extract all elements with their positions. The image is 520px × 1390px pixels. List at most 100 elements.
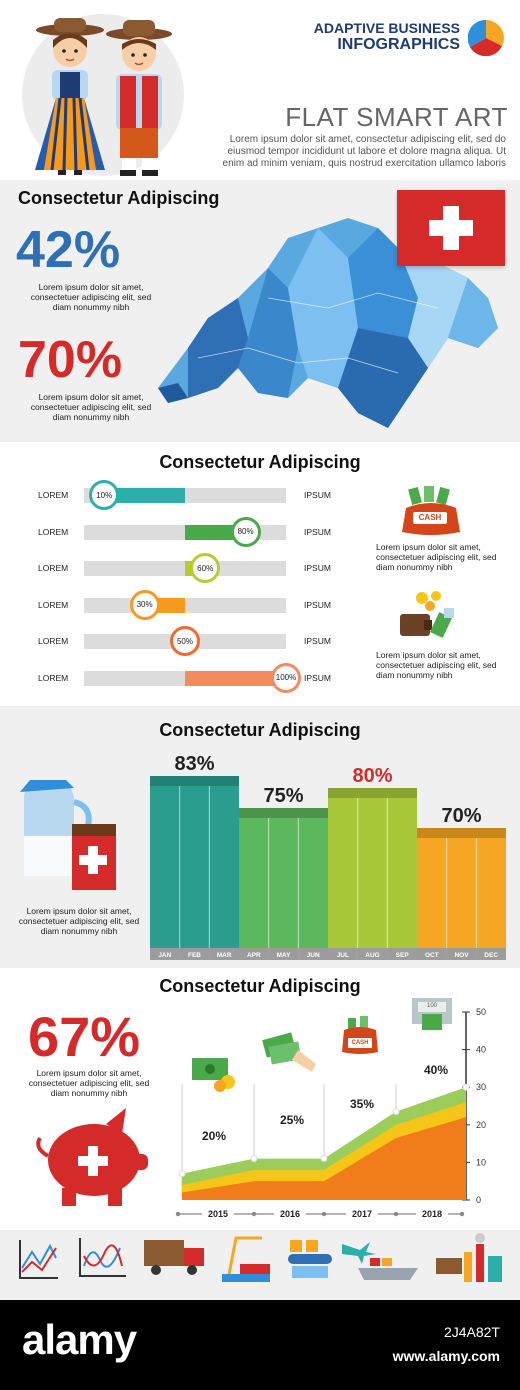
header-section: ADAPTIVE BUSINESS INFOGRAPHICS FLAT SMAR…: [0, 0, 520, 180]
header-title: FLAT SMART ART: [285, 102, 508, 132]
y-tick-label: 0: [476, 1195, 481, 1205]
month-label: FEB: [188, 952, 201, 959]
progress-right-label: IPSUM: [304, 526, 331, 537]
progress-track: 60%: [84, 553, 286, 583]
girl-figure-icon: [35, 18, 105, 175]
progress-left-label: LOREM: [38, 490, 69, 500]
bar-cap: [328, 788, 417, 798]
wave-chart-icon: [79, 1238, 126, 1277]
progress-value-bubble: 100%: [271, 662, 301, 693]
conveyor-icon: [288, 1240, 332, 1278]
x-axis-dot: [251, 1211, 257, 1217]
bar-group: [328, 788, 417, 948]
progress-right-label: IPSUM: [304, 599, 331, 610]
stat-67: 67%: [28, 1005, 141, 1068]
bar-value-label: 80%: [352, 765, 392, 787]
month-cell: [328, 948, 358, 960]
progress-note-2: Lorem ipsum dolor sit amet, consectetuer…: [376, 650, 497, 680]
money-bag-icon: [402, 486, 460, 535]
bar-chart: JAN FEB MAR 83% APR MAY JUN 75% JUL AUG SEP 80% OCT N…: [150, 753, 506, 960]
progress-section: Consectetur Adipiscing LOREM 10% IPSUM LORE…: [0, 442, 520, 706]
stat-42: 42%: [16, 221, 121, 279]
bar-cap: [150, 776, 239, 786]
footer-url: www.alamy.com: [392, 1348, 500, 1364]
chocolate-bar-icon: [72, 824, 116, 890]
boy-figure-icon: [106, 20, 172, 176]
month-label: JUN: [307, 952, 320, 959]
bar-value-label: 83%: [174, 753, 214, 775]
x-tick-label: 2016: [280, 1209, 300, 1219]
atm-icon: [412, 998, 452, 1030]
footer-brand: alamy: [22, 1316, 137, 1363]
x-tick-label: 2018: [422, 1209, 442, 1219]
progress-left-label: LOREM: [38, 526, 69, 537]
cash-label: CASH: [413, 512, 447, 524]
month-label: NOV: [454, 952, 469, 959]
month-cell: [357, 948, 388, 960]
brand-line2: INFOGRAPHICS: [337, 36, 460, 53]
progress-value-bubble: 80%: [230, 516, 261, 547]
progress-value-bubble: 60%: [190, 553, 221, 583]
progress-track: 50%: [84, 626, 286, 656]
x-axis-dot: [175, 1211, 181, 1217]
area-annotation: 35%: [350, 1097, 374, 1111]
area-annotation: 40%: [424, 1063, 448, 1077]
area-point: [462, 1083, 470, 1091]
progress-value-bubble: 10%: [89, 480, 120, 510]
month-cell: [268, 948, 299, 960]
progress-right-label: IPSUM: [304, 636, 331, 646]
map-section-title: Consectetur Adipiscing: [18, 188, 220, 208]
bar-value-label: 75%: [263, 785, 303, 807]
wallet-coins-icon: [400, 591, 454, 638]
pie-logo-icon: [468, 20, 504, 56]
icon-strip: [0, 1230, 520, 1300]
area-section-text: Lorem ipsum dolor sit amet, consectetuer…: [28, 1068, 150, 1098]
x-tick-label: 2017: [352, 1209, 372, 1219]
month-cell: [239, 948, 269, 960]
bar-group: [417, 828, 506, 948]
port-crane-icon: [222, 1236, 270, 1282]
progress-left-label: LOREM: [38, 563, 69, 573]
bar-chart-section: Consectetur Adipiscing Lorem ipsum dolor…: [0, 706, 520, 968]
month-label: SEP: [396, 952, 410, 959]
money-coins-icon: [192, 1058, 235, 1092]
bar-section-title: Consectetur Adipiscing: [159, 720, 361, 740]
month-cell: [417, 948, 447, 960]
header-body: Lorem ipsum dolor sit amet, consectetur …: [222, 134, 506, 169]
month-cell: [150, 948, 180, 960]
x-axis-dot: [393, 1211, 399, 1217]
x-label-bg: [202, 1207, 234, 1221]
ship-plane-icon: [342, 1242, 418, 1280]
progress-left-label: LOREM: [38, 599, 69, 610]
area-section-title: Consectetur Adipiscing: [159, 976, 361, 996]
footer-bar: alamy 2J4A82T www.alamy.com: [0, 1300, 520, 1390]
area-cash-label: CASH: [348, 1038, 372, 1048]
month-label: DEC: [484, 952, 498, 959]
area-point: [392, 1108, 400, 1116]
footer-image-id: 2J4A82T: [443, 1324, 500, 1340]
progress-fill: [185, 524, 246, 540]
progress-fill: [185, 670, 286, 686]
progress-track: 10%: [84, 480, 286, 510]
bar-group: [150, 776, 239, 948]
month-cell: [476, 948, 506, 960]
x-label-bg: [416, 1207, 448, 1221]
y-tick-label: 50: [476, 1007, 486, 1017]
area-chart-section: Consectetur Adipiscing 67% Lorem ipsum d…: [0, 968, 520, 1230]
area-annotation: 25%: [280, 1113, 304, 1127]
atm-label: 100: [426, 1003, 437, 1009]
progress-track: 30%: [84, 589, 286, 620]
progress-fill: [104, 488, 185, 503]
hand-money-icon: [262, 1032, 316, 1072]
bar-value-label: 70%: [441, 805, 481, 827]
progress-left-label: LOREM: [38, 636, 69, 646]
area-annotation: 20%: [202, 1129, 226, 1143]
bar-cap: [239, 808, 328, 818]
stat-70-text: Lorem ipsum dolor sit amet, consectetuer…: [30, 392, 152, 422]
y-tick-label: 10: [476, 1157, 486, 1167]
bar-group: [239, 808, 328, 948]
brand-line1: ADAPTIVE BUSINESS: [313, 20, 460, 36]
progress-section-title: Consectetur Adipiscing: [159, 452, 361, 472]
progress-note-1: Lorem ipsum dolor sit amet, consectetuer…: [376, 542, 497, 572]
factory-icon: [436, 1233, 502, 1282]
